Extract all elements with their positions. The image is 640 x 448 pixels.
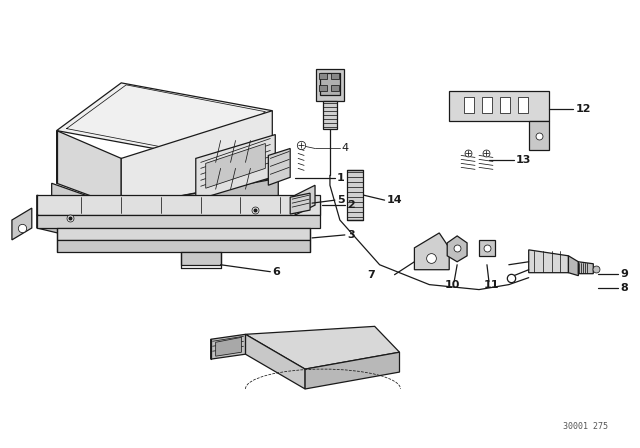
Polygon shape [347,170,363,220]
Polygon shape [500,97,510,113]
Polygon shape [331,85,339,91]
Polygon shape [568,256,579,276]
Polygon shape [518,97,528,113]
Text: 11: 11 [484,280,499,289]
Text: 14: 14 [387,195,402,205]
Polygon shape [479,240,495,256]
Polygon shape [205,143,266,188]
Polygon shape [12,208,32,240]
Polygon shape [482,97,492,113]
Polygon shape [290,193,310,214]
Text: 1: 1 [337,173,345,183]
Text: 3: 3 [347,230,355,240]
Polygon shape [36,195,136,238]
Polygon shape [36,215,320,228]
Polygon shape [57,83,272,159]
Polygon shape [316,69,344,101]
Polygon shape [196,134,275,200]
Polygon shape [579,262,593,274]
Polygon shape [529,121,548,151]
Polygon shape [42,200,320,215]
Polygon shape [268,148,290,185]
Polygon shape [246,334,305,389]
Polygon shape [447,236,467,262]
Polygon shape [57,130,121,207]
Polygon shape [319,85,327,91]
Text: 9: 9 [620,269,628,279]
Polygon shape [246,326,399,369]
Polygon shape [36,195,320,215]
Text: 30001 275: 30001 275 [563,422,608,431]
Polygon shape [319,73,327,79]
Polygon shape [216,337,241,356]
Polygon shape [52,183,119,220]
Polygon shape [305,352,399,389]
Polygon shape [57,228,310,240]
Polygon shape [529,250,568,273]
Polygon shape [415,233,449,270]
Polygon shape [331,73,339,79]
Polygon shape [119,178,278,220]
Polygon shape [295,185,315,215]
Polygon shape [121,111,272,207]
Text: 12: 12 [575,104,591,114]
Polygon shape [320,73,340,95]
Text: 4: 4 [342,143,349,154]
Polygon shape [181,252,221,265]
Text: 13: 13 [516,155,531,165]
Polygon shape [57,240,310,252]
Polygon shape [323,101,337,129]
Polygon shape [211,334,246,359]
Polygon shape [464,97,474,113]
Text: 2: 2 [347,200,355,210]
Text: 8: 8 [620,283,628,293]
Polygon shape [36,215,136,252]
Text: 10: 10 [444,280,460,289]
Text: 6: 6 [272,267,280,277]
Polygon shape [449,91,548,121]
Text: 5: 5 [337,195,344,205]
Text: 7: 7 [367,270,374,280]
